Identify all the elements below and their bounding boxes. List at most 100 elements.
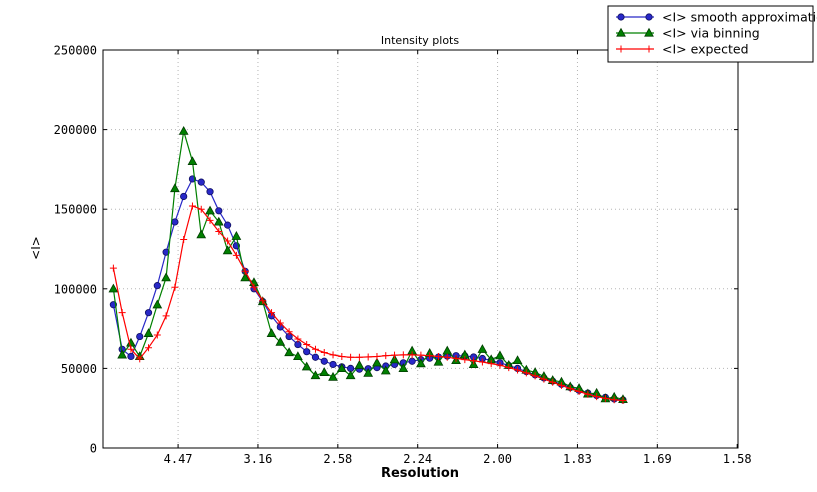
plus-marker — [303, 341, 311, 349]
circle-marker — [136, 332, 144, 341]
plus-marker — [162, 312, 170, 320]
plus-marker — [153, 331, 161, 339]
triangle-marker — [108, 283, 119, 293]
triangle-marker — [178, 125, 189, 135]
triangle-marker — [187, 156, 198, 166]
plus-marker — [487, 360, 495, 368]
plus-marker — [408, 351, 416, 359]
triangle-marker — [310, 370, 321, 380]
x-tick-labels: 4.47 3.16 2.58 2.24 2.00 1.83 1.69 1.58 — [164, 452, 752, 466]
plus-marker — [601, 394, 609, 402]
y-axis-label: <I> — [29, 236, 43, 260]
circle-marker — [180, 192, 188, 201]
x-tick-label: 4.47 — [164, 452, 193, 466]
triangle-marker — [512, 355, 523, 365]
triangle-marker — [161, 272, 171, 282]
x-tick-label: 1.83 — [563, 452, 592, 466]
plus-marker — [452, 354, 460, 362]
legend-box — [607, 5, 814, 63]
triangle-marker — [222, 245, 233, 255]
legend: <I> smooth approximation<I> via binning<… — [607, 5, 817, 63]
plus-marker — [127, 345, 135, 353]
plus-marker — [329, 351, 337, 359]
plus-marker — [364, 353, 372, 361]
plus-marker — [505, 364, 513, 372]
plus-marker — [443, 353, 451, 361]
triangle-marker — [389, 354, 400, 364]
y-tick-label: 250000 — [54, 44, 97, 58]
plus-marker — [338, 352, 346, 360]
plus-marker — [417, 351, 425, 359]
triangle-marker — [416, 358, 426, 368]
plus-marker — [461, 356, 469, 364]
plus-marker — [514, 366, 522, 374]
plot-border — [102, 49, 739, 449]
circle-marker — [645, 13, 653, 21]
y-tick-label: 0 — [90, 442, 97, 456]
plus-marker — [285, 328, 293, 336]
plus-marker — [347, 353, 355, 361]
triangle-marker — [213, 216, 224, 226]
circle-marker — [329, 360, 337, 369]
plus-marker — [224, 237, 232, 245]
plus-marker — [118, 309, 126, 317]
series-2 — [109, 202, 627, 405]
legend-item-0: <I> smooth approximation — [616, 10, 817, 25]
triangle-marker — [266, 328, 277, 337]
plus-marker — [593, 393, 601, 401]
triangle-marker — [293, 351, 303, 361]
circle-marker — [224, 221, 232, 229]
legend-label: <I> via binning — [662, 26, 760, 41]
y-tick-label: 150000 — [54, 203, 97, 217]
gridlines — [103, 50, 738, 448]
circle-marker — [303, 348, 311, 356]
triangle-marker — [301, 361, 312, 371]
plus-marker — [250, 283, 258, 291]
circle-marker — [320, 357, 328, 365]
circle-marker — [162, 248, 170, 256]
circle-marker — [206, 188, 214, 196]
plus-marker — [109, 264, 117, 272]
plus-marker — [311, 345, 319, 353]
y-tick-label: 200000 — [54, 123, 97, 137]
x-tick-label: 1.69 — [643, 452, 672, 466]
circle-marker — [197, 178, 205, 186]
circle-marker — [311, 353, 320, 361]
plus-marker — [434, 352, 442, 360]
x-tick-label: 2.24 — [403, 452, 432, 466]
plus-marker — [478, 358, 486, 366]
plus-marker — [294, 335, 302, 343]
plus-marker — [522, 369, 530, 377]
y-tick-labels: 0 50000 100000 150000 200000 250000 — [54, 44, 97, 456]
plus-marker — [355, 353, 363, 361]
legend-item-1: <I> via binning — [616, 26, 760, 41]
plus-marker — [197, 205, 205, 213]
circle-marker — [153, 282, 161, 290]
triangle-marker — [336, 363, 347, 373]
triangle-marker — [319, 367, 330, 376]
triangle-marker — [372, 357, 382, 367]
circle-marker — [617, 13, 625, 21]
plus-marker — [215, 227, 223, 235]
plus-marker — [549, 378, 557, 386]
x-tick-label: 2.58 — [323, 452, 352, 466]
circle-marker — [215, 207, 223, 215]
legend-label: <I> expected — [662, 42, 749, 57]
plus-marker — [617, 45, 625, 53]
circle-marker — [171, 218, 179, 226]
triangle-marker — [275, 336, 286, 346]
plus-marker — [171, 283, 179, 291]
plus-marker — [575, 387, 583, 395]
plus-marker — [399, 351, 407, 359]
triangle-marker — [117, 349, 128, 359]
triangle-marker — [495, 350, 505, 360]
series-1 — [108, 125, 628, 404]
legend-label: <I> smooth approximation — [662, 10, 817, 25]
data-series — [108, 125, 628, 405]
triangle-marker — [126, 337, 136, 347]
triangle-marker — [354, 359, 365, 369]
triangle-marker — [380, 365, 391, 375]
x-tick-label: 2.00 — [483, 452, 512, 466]
plus-marker — [391, 351, 399, 359]
